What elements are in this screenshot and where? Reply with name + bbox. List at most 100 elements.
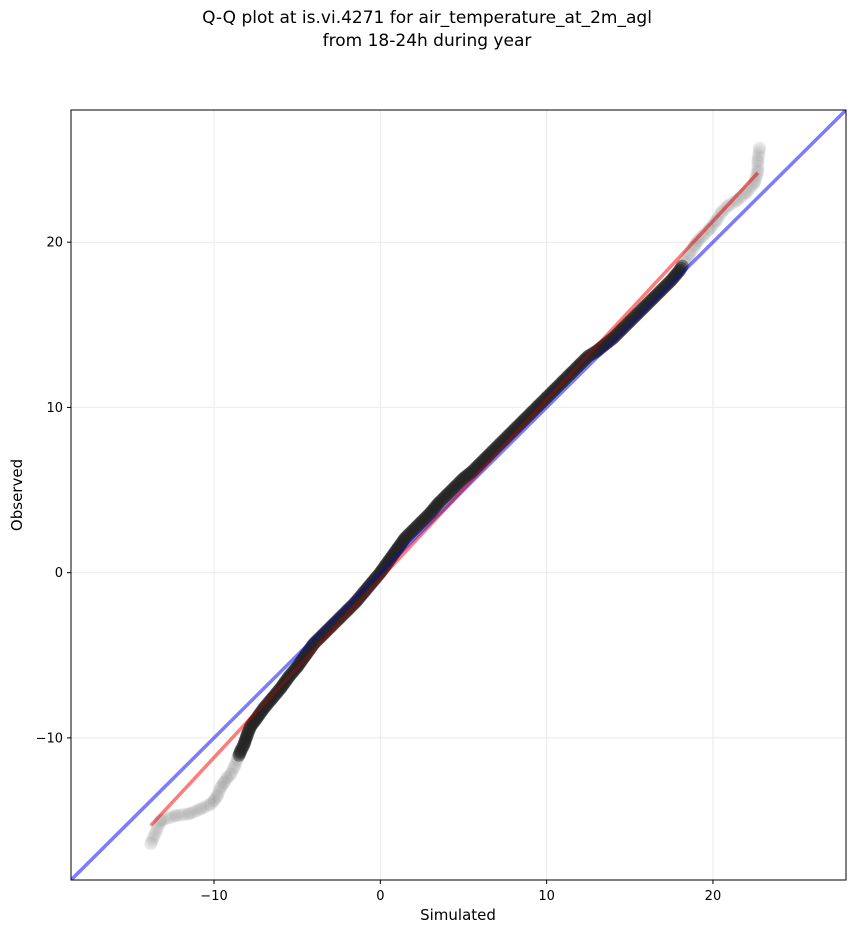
qq-point <box>752 148 766 162</box>
qq-point <box>752 145 766 159</box>
qq-point <box>689 237 703 251</box>
qq-point <box>749 172 763 186</box>
qq-point <box>678 255 692 269</box>
qq-point <box>224 767 238 781</box>
x-tick-label: −10 <box>200 889 227 904</box>
qq-point <box>180 807 194 821</box>
qq-point <box>731 193 745 207</box>
qq-point <box>750 168 764 182</box>
qq-point <box>190 804 204 818</box>
qq-point <box>709 214 723 228</box>
qq-point <box>167 809 181 823</box>
qq-point <box>225 765 239 779</box>
qq-point <box>198 800 212 814</box>
qq-point <box>156 813 170 827</box>
qq-point <box>227 761 241 775</box>
y-tick-label: 10 <box>46 401 63 416</box>
qq-point <box>162 811 176 825</box>
qq-point <box>200 799 214 813</box>
qq-point <box>705 219 719 233</box>
qq-point <box>727 195 741 209</box>
qq-point <box>151 819 165 833</box>
qq-point <box>152 817 166 831</box>
qq-point <box>212 785 226 799</box>
qq-point <box>734 190 748 204</box>
qq-point <box>178 807 192 821</box>
qq-point <box>723 198 737 212</box>
qq-point <box>751 162 765 176</box>
qq-point <box>681 249 695 263</box>
qq-point <box>192 803 206 817</box>
y-tick-label: 0 <box>55 566 63 581</box>
qq-point <box>725 196 739 210</box>
qq-point <box>751 159 765 173</box>
qq-point <box>228 759 242 773</box>
qq-point <box>686 241 700 255</box>
qq-point <box>721 199 735 213</box>
fit-line-overlay <box>149 171 760 827</box>
qq-point <box>748 176 762 190</box>
qq-point <box>208 792 222 806</box>
qq-point <box>175 808 189 822</box>
qq-point <box>751 164 765 178</box>
x-tick-label: 0 <box>376 889 384 904</box>
qq-point <box>215 779 229 793</box>
qq-point <box>741 184 755 198</box>
qq-point <box>153 815 167 829</box>
qq-point <box>680 251 694 265</box>
qq-point <box>743 181 757 195</box>
qq-point <box>205 795 219 809</box>
qq-point <box>750 166 764 180</box>
qq-point <box>683 247 697 261</box>
chart-subtitle: from 18-24h during year <box>322 31 532 51</box>
qq-point <box>194 802 208 816</box>
qq-point <box>154 814 168 828</box>
qq-point <box>739 186 753 200</box>
qq-point <box>222 769 236 783</box>
x-axis-label: Simulated <box>420 906 496 924</box>
qq-point <box>219 772 233 786</box>
qq-point <box>184 806 198 820</box>
qq-point <box>679 253 693 267</box>
qq-point <box>736 188 750 202</box>
qq-point <box>144 837 158 851</box>
qq-point <box>196 801 210 815</box>
qq-point <box>691 234 705 248</box>
qq-point <box>149 825 163 839</box>
qq-point <box>160 811 174 825</box>
qq-point <box>676 257 690 271</box>
qq-point <box>209 790 223 804</box>
qq-point <box>675 259 689 273</box>
qq-point <box>202 798 216 812</box>
qq-point <box>738 187 752 201</box>
qq-point <box>213 783 227 797</box>
qq-point <box>684 245 698 259</box>
qq-point <box>182 807 196 821</box>
qq-point <box>211 787 225 801</box>
qq-point <box>714 205 728 219</box>
qq-point <box>148 827 162 841</box>
qq-point <box>752 143 766 157</box>
qq-point <box>147 829 161 843</box>
plot-frame <box>70 109 847 881</box>
qq-point <box>716 204 730 218</box>
qq-point <box>712 210 726 224</box>
qq-point <box>713 208 727 222</box>
qq-point <box>204 797 218 811</box>
qq-point <box>749 170 763 184</box>
qq-point <box>217 776 231 790</box>
qq-point <box>753 141 767 155</box>
qq-point <box>145 833 159 847</box>
qq-point <box>704 220 718 234</box>
qq-point <box>751 152 765 166</box>
qq-point <box>701 224 715 238</box>
qq-point <box>711 212 725 226</box>
qq-point <box>703 222 717 236</box>
qq-point <box>214 780 228 794</box>
qq-point <box>694 230 708 244</box>
qq-point <box>173 808 187 822</box>
qq-point <box>733 191 747 205</box>
qq-point <box>696 229 710 243</box>
qq-point <box>699 225 713 239</box>
